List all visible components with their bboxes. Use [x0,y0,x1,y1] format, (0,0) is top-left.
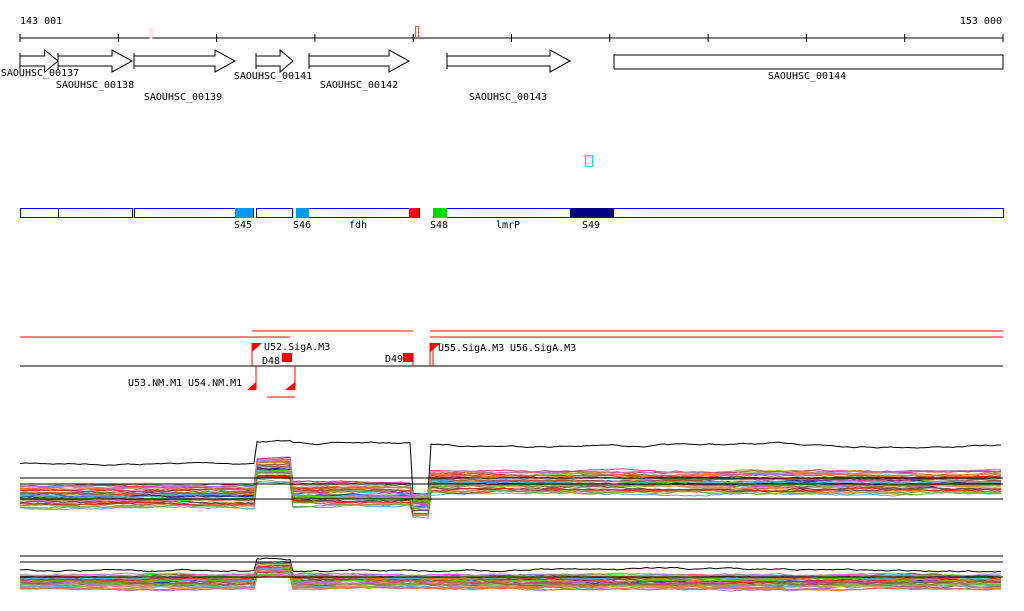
ruler-start-label: 143 001 [20,16,62,27]
feature-marker[interactable] [285,382,295,390]
gene-SAOUHSC_00139[interactable]: SAOUHSC_00139 [133,49,237,103]
coordinate-ruler: 143 001 153 000 [19,16,1004,42]
segment-box[interactable] [58,208,133,218]
segment-track: S45 S46 fdh S48 lmrP S49 [20,155,1004,231]
expression-trace [19,573,1001,592]
gene-label: SAOUHSC_00144 [768,71,846,82]
expression-trace [19,465,1002,506]
expression-trace [19,564,1001,584]
gene-SAOUHSC_00144[interactable]: SAOUHSC_00144 [613,54,1004,82]
expression-panel-2 [19,555,1003,592]
expression-trace [19,480,1002,519]
segment-label: S48 [430,220,448,231]
marker-red[interactable] [415,26,419,38]
gene-label: SAOUHSC_00143 [469,92,547,103]
expression-trace [19,478,1002,517]
gene-SAOUHSC_00143[interactable]: SAOUHSC_00143 [446,49,572,103]
expression-trace [19,574,1002,592]
gene-SAOUHSC_00138[interactable]: SAOUHSC_00138 [56,49,134,91]
expression-panel-1 [19,439,1003,519]
expression-trace [19,439,1002,495]
expression-trace [19,557,1001,573]
segment-box[interactable] [134,208,254,218]
feature-label: U54.NM.M1 [188,378,242,389]
gene-label: SAOUHSC_00137 [1,68,79,79]
feature-marker[interactable] [252,343,262,352]
feature-box[interactable] [282,353,292,362]
expression-trace [19,571,1002,589]
cyan-marker[interactable] [585,155,593,167]
ruler-end-label: 153 000 [960,16,1002,27]
segment-fill[interactable] [409,208,419,218]
feature-track: U52.SigA.M3 D48 D49 U55.SigA.M3 U56.SigA.M3 U… [20,330,1003,398]
segment-fill[interactable] [235,208,253,218]
marker-light [149,28,153,39]
segment-label: S46 [293,220,311,231]
gene-arrow[interactable] [613,54,1004,70]
expression-trace [19,567,1002,583]
gene-arrow[interactable] [308,49,411,73]
feature-label: D49 [385,354,403,365]
feature-label: U55.SigA.M3 [438,343,504,354]
gene-SAOUHSC_00142[interactable]: SAOUHSC_00142 [308,49,411,91]
expression-trace [19,560,1002,578]
gene-label: SAOUHSC_00142 [320,80,398,91]
expression-trace [19,474,1002,512]
segment-box[interactable] [256,208,293,218]
expression-trace [19,475,1001,515]
gene-SAOUHSC_00137[interactable]: SAOUHSC_00137 [1,48,79,79]
segment-label: lmrP [496,220,520,231]
expression-trace [19,469,1002,511]
gene-arrow[interactable] [255,48,294,74]
feature-label: U53.NM.M1 [128,378,182,389]
gene-arrow[interactable] [133,49,237,73]
gene-arrow[interactable] [57,49,134,73]
expression-trace [19,462,1002,498]
feature-label: U52.SigA.M3 [264,342,330,353]
segment-label: S45 [234,220,252,231]
segment-box[interactable] [433,208,1004,218]
feature-marker[interactable] [247,382,256,390]
gene-label: SAOUHSC_00138 [56,80,134,91]
segment-fill[interactable] [433,208,447,218]
segment-fill[interactable] [296,208,309,218]
gene-SAOUHSC_00141[interactable]: SAOUHSC_00141 [234,48,312,82]
gene-label: SAOUHSC_00139 [144,92,222,103]
feature-box[interactable] [403,353,413,362]
expression-trace [19,458,1002,496]
segment-box[interactable] [20,208,59,218]
feature-label: U56.SigA.M3 [510,343,576,354]
gene-label: SAOUHSC_00141 [234,71,312,82]
feature-label: D48 [262,356,280,367]
segment-box[interactable] [296,208,420,218]
expression-trace [19,464,1002,503]
segment-label: fdh [349,220,367,231]
expression-trace [19,568,1002,586]
segment-fill[interactable] [570,208,614,218]
segment-label: S49 [582,220,600,231]
gene-arrow[interactable] [446,49,572,73]
